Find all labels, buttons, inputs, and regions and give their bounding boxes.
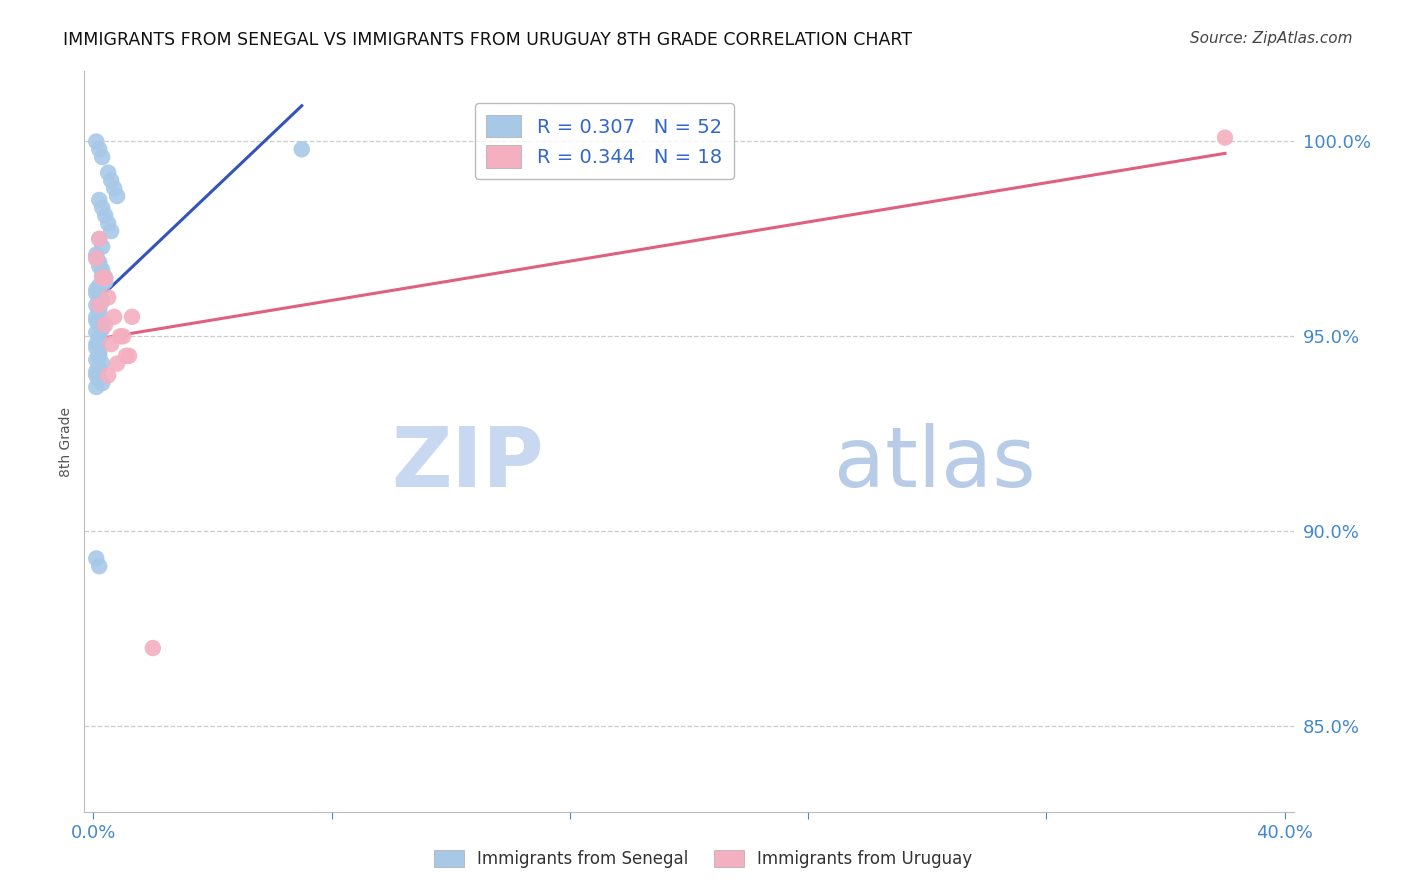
Point — [84, 551, 107, 566]
Point — [89, 333, 111, 347]
Point — [89, 232, 111, 246]
Point — [142, 641, 165, 656]
Point — [84, 341, 107, 355]
Point — [91, 267, 114, 281]
Point — [84, 310, 107, 324]
Point — [89, 318, 111, 332]
Point — [97, 368, 120, 383]
Point — [84, 326, 107, 340]
Point — [100, 173, 122, 187]
Point — [94, 318, 117, 332]
Point — [105, 357, 128, 371]
Point — [103, 181, 125, 195]
Point — [89, 290, 111, 304]
Text: IMMIGRANTS FROM SENEGAL VS IMMIGRANTS FROM URUGUAY 8TH GRADE CORRELATION CHART: IMMIGRANTS FROM SENEGAL VS IMMIGRANTS FR… — [63, 31, 912, 49]
Point — [91, 376, 114, 390]
Point — [118, 349, 141, 363]
Point — [84, 252, 107, 266]
Text: ZIP: ZIP — [391, 423, 544, 504]
Point — [91, 321, 114, 335]
Point — [84, 352, 107, 367]
Point — [84, 135, 107, 149]
Point — [105, 189, 128, 203]
Point — [108, 329, 131, 343]
Point — [115, 349, 138, 363]
Point — [89, 193, 111, 207]
Point — [89, 360, 111, 375]
Point — [89, 559, 111, 574]
Legend: Immigrants from Senegal, Immigrants from Uruguay: Immigrants from Senegal, Immigrants from… — [427, 843, 979, 875]
Point — [89, 298, 111, 312]
Point — [89, 232, 111, 246]
Point — [103, 310, 125, 324]
Point — [89, 345, 111, 359]
Point — [97, 290, 120, 304]
Point — [112, 329, 135, 343]
Point — [89, 255, 111, 269]
Point — [100, 337, 122, 351]
Point — [97, 166, 120, 180]
Point — [84, 247, 107, 261]
Point — [84, 252, 107, 266]
Point — [84, 368, 107, 383]
Point — [89, 142, 111, 156]
Point — [91, 263, 114, 277]
Point — [94, 209, 117, 223]
Point — [89, 278, 111, 293]
Point — [91, 240, 114, 254]
Point — [89, 372, 111, 386]
Point — [84, 298, 107, 312]
Point — [91, 150, 114, 164]
Point — [97, 216, 120, 230]
Point — [91, 271, 114, 285]
Point — [121, 310, 143, 324]
Point — [84, 364, 107, 378]
Point — [89, 306, 111, 320]
Point — [84, 380, 107, 394]
Point — [94, 271, 117, 285]
Point — [91, 357, 114, 371]
Point — [94, 271, 117, 285]
Text: Source: ZipAtlas.com: Source: ZipAtlas.com — [1189, 31, 1353, 46]
Point — [291, 142, 314, 156]
Point — [89, 259, 111, 273]
Point — [91, 294, 114, 309]
Legend: R = 0.307   N = 52, R = 0.344   N = 18: R = 0.307 N = 52, R = 0.344 N = 18 — [475, 103, 734, 179]
Point — [84, 283, 107, 297]
Point — [89, 301, 111, 316]
Point — [91, 201, 114, 215]
Point — [100, 224, 122, 238]
Point — [84, 286, 107, 301]
Point — [94, 275, 117, 289]
Y-axis label: 8th Grade: 8th Grade — [59, 407, 73, 476]
Point — [84, 314, 107, 328]
Point — [89, 329, 111, 343]
Point — [1213, 130, 1236, 145]
Point — [84, 337, 107, 351]
Point — [89, 349, 111, 363]
Text: atlas: atlas — [834, 423, 1036, 504]
